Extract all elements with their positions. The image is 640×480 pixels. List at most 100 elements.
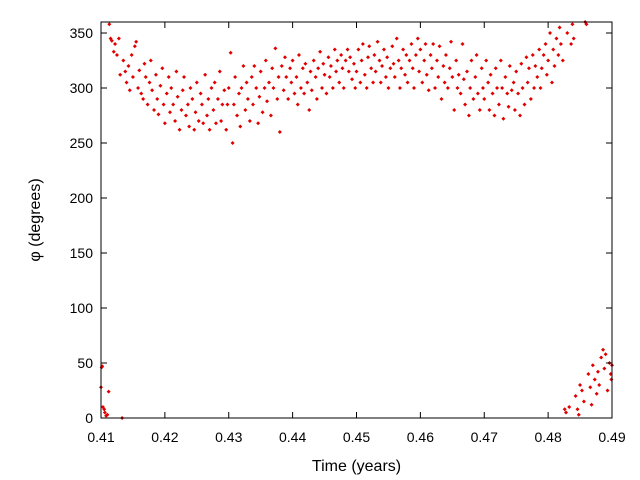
data-point: [465, 69, 470, 74]
data-points: [99, 20, 614, 420]
data-point: [359, 58, 364, 63]
x-tick-label: 0.47: [471, 429, 498, 445]
data-point: [209, 86, 214, 90]
data-point: [116, 36, 121, 41]
data-point: [132, 44, 137, 49]
data-point: [219, 119, 224, 123]
data-point: [326, 55, 331, 60]
data-point: [105, 412, 110, 417]
data-point: [516, 91, 521, 96]
y-tick-label: 50: [77, 355, 93, 371]
data-point: [447, 66, 452, 71]
data-point: [375, 39, 380, 44]
y-tick-label: 250: [70, 135, 94, 151]
data-point: [130, 75, 135, 79]
data-point: [114, 53, 119, 57]
data-point: [498, 58, 503, 63]
y-tick-label: 350: [70, 25, 94, 41]
x-tick-label: 0.45: [343, 429, 370, 445]
axis-ticks: 0.41 0.42 0.43 0.44 0.45 0.46 0.47 0.48 0.49 0 50 1…: [70, 22, 626, 445]
data-point: [409, 42, 414, 46]
data-point: [500, 86, 505, 90]
data-point: [196, 119, 201, 123]
data-point: [228, 50, 233, 55]
data-point: [300, 66, 305, 71]
data-point: [161, 102, 166, 107]
data-point: [450, 75, 455, 79]
data-point: [466, 113, 471, 118]
y-tick-label: 300: [70, 80, 94, 96]
data-point: [173, 119, 178, 123]
data-point: [394, 36, 399, 41]
data-point: [578, 383, 583, 387]
data-point: [256, 121, 261, 126]
x-tick-label: 0.44: [279, 429, 306, 445]
data-point: [525, 80, 530, 85]
data-point: [410, 66, 415, 71]
data-point: [378, 80, 383, 85]
data-point: [166, 75, 171, 79]
data-point: [397, 86, 402, 90]
data-point: [284, 75, 289, 79]
data-point: [201, 121, 206, 126]
data-point: [236, 91, 241, 96]
data-point: [570, 22, 575, 27]
y-tick-label: 0: [85, 410, 93, 426]
y-axis-label: φ (degrees): [27, 178, 44, 261]
data-point: [341, 86, 346, 90]
data-point: [449, 39, 454, 44]
data-point: [423, 42, 428, 46]
data-point: [343, 58, 348, 63]
data-point: [509, 88, 514, 93]
data-point: [511, 80, 516, 85]
data-point: [307, 108, 312, 112]
data-point: [537, 47, 542, 52]
plot-frame: [100, 21, 613, 419]
data-point: [207, 127, 212, 132]
data-point: [251, 102, 256, 107]
data-point: [127, 88, 132, 93]
data-point: [460, 42, 465, 46]
data-point: [458, 91, 463, 96]
data-point: [461, 77, 466, 82]
data-point: [609, 377, 614, 382]
data-point: [474, 53, 479, 57]
data-point: [271, 86, 276, 90]
data-point: [539, 66, 544, 71]
data-point: [556, 53, 561, 57]
data-point: [106, 389, 111, 394]
data-point: [193, 110, 198, 115]
data-point: [239, 86, 244, 90]
data-point: [260, 110, 265, 115]
data-point: [535, 75, 540, 79]
data-point: [167, 110, 172, 115]
data-point: [565, 31, 570, 35]
data-point: [316, 66, 321, 71]
data-point: [257, 94, 262, 99]
x-tick-label: 0.42: [151, 429, 178, 445]
data-point: [230, 141, 235, 145]
data-point: [153, 72, 158, 77]
data-point: [505, 91, 510, 96]
data-point: [506, 104, 511, 109]
data-point: [194, 80, 199, 85]
data-point: [445, 86, 450, 90]
data-point: [428, 53, 433, 57]
data-point: [164, 91, 169, 96]
data-point: [562, 407, 567, 412]
data-point: [313, 75, 318, 79]
data-point: [126, 64, 131, 68]
x-axis-label: Time (years): [312, 458, 401, 475]
data-point: [436, 75, 441, 79]
data-point: [254, 86, 259, 90]
data-point: [192, 127, 197, 132]
data-point: [314, 97, 319, 101]
data-point: [211, 108, 216, 112]
data-point: [282, 55, 287, 60]
data-point: [185, 102, 190, 107]
data-point: [324, 91, 329, 96]
data-point: [137, 68, 142, 73]
data-point: [557, 25, 562, 30]
data-point: [391, 61, 396, 66]
data-point: [243, 108, 248, 112]
